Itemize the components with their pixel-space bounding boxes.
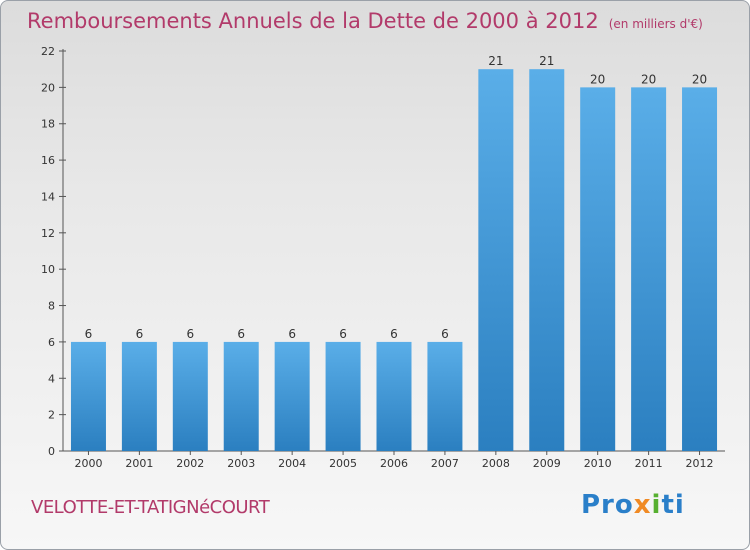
x-tick-label: 2005 [329, 457, 357, 470]
bar-value-label: 6 [390, 327, 398, 341]
y-tick-label: 16 [41, 154, 55, 167]
bar-value-label: 20 [590, 72, 605, 86]
y-tick-label: 14 [41, 190, 55, 203]
chart-unit: (en milliers d'€) [608, 17, 703, 31]
y-tick-label: 0 [48, 445, 55, 458]
logo-part-3: i [651, 490, 662, 520]
x-tick-label: 2008 [482, 457, 510, 470]
y-tick-label: 8 [48, 300, 55, 313]
x-tick-label: 2012 [686, 457, 714, 470]
bar [682, 87, 718, 451]
bar-value-label: 6 [339, 327, 347, 341]
bar [631, 87, 667, 451]
x-tick-label: 2007 [431, 457, 459, 470]
x-tick-label: 2009 [533, 457, 561, 470]
bar-value-label: 6 [237, 327, 245, 341]
x-tick-label: 2011 [635, 457, 663, 470]
bar [325, 341, 361, 451]
bar-value-label: 21 [488, 54, 503, 68]
bar-value-label: 20 [641, 72, 656, 86]
x-tick-label: 2004 [278, 457, 306, 470]
commune-name: VELOTTE-ET-TATIGNéCOURT [31, 497, 270, 518]
bar [121, 341, 157, 451]
x-tick-label: 2006 [380, 457, 408, 470]
bar-value-label: 6 [186, 327, 194, 341]
bar [70, 341, 106, 451]
bar-value-label: 6 [85, 327, 93, 341]
logo-part-4: ti [661, 490, 685, 520]
bar-value-label: 20 [692, 72, 707, 86]
x-tick-label: 2010 [584, 457, 612, 470]
chart-title-text: Remboursements Annuels de la Dette de 20… [27, 9, 599, 33]
chart-title: Remboursements Annuels de la Dette de 20… [27, 9, 703, 33]
bar-value-label: 6 [136, 327, 144, 341]
bar [376, 341, 412, 451]
y-tick-label: 22 [41, 45, 55, 58]
x-tick-label: 2002 [176, 457, 204, 470]
y-tick-label: 6 [48, 336, 55, 349]
y-tick-label: 2 [48, 409, 55, 422]
bar [529, 69, 565, 451]
y-tick-label: 12 [41, 227, 55, 240]
bar-value-label: 21 [539, 54, 554, 68]
bar [478, 69, 514, 451]
y-tick-label: 10 [41, 263, 55, 276]
logo-part-1: Pro [581, 490, 634, 520]
y-tick-label: 18 [41, 118, 55, 131]
bar-value-label: 6 [288, 327, 296, 341]
y-tick-label: 20 [41, 81, 55, 94]
x-tick-label: 2000 [74, 457, 102, 470]
bar [172, 341, 208, 451]
proxiti-logo: Proxiti [581, 490, 685, 520]
bar [580, 87, 616, 451]
x-tick-label: 2001 [125, 457, 153, 470]
bar [274, 341, 310, 451]
bar-value-label: 6 [441, 327, 449, 341]
bar [223, 341, 259, 451]
logo-part-2: x [633, 490, 652, 520]
bar [427, 341, 463, 451]
y-tick-label: 4 [48, 372, 55, 385]
x-tick-label: 2003 [227, 457, 255, 470]
